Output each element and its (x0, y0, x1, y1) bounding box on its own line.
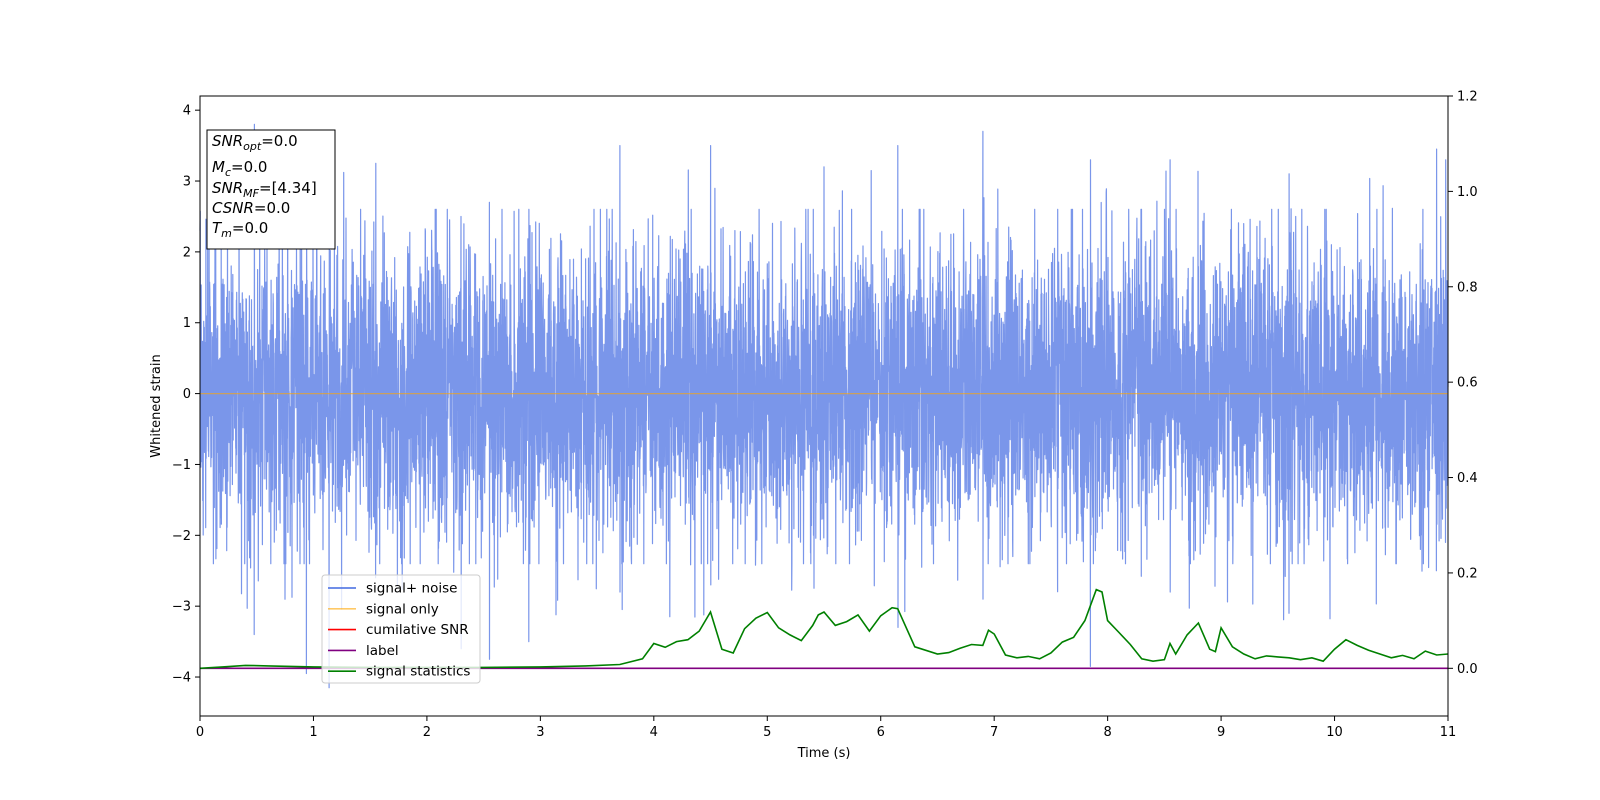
y-tick-label: 4 (183, 104, 191, 119)
annotation-frame (206, 129, 336, 250)
legend-label: label (366, 643, 399, 659)
noise-layer (199, 123, 1449, 689)
annotation-line: Mc=0.0 (212, 158, 267, 179)
legend-frame (321, 574, 481, 684)
legend-label: signal+ noise (366, 581, 457, 597)
y-tick-label: −1 (172, 458, 191, 473)
y-tick-label: −2 (172, 529, 191, 544)
x-tick-label: 2 (423, 725, 431, 740)
x-tick-label: 6 (877, 725, 885, 740)
y-tick-label: −4 (172, 671, 191, 686)
y2-tick-label: 0.2 (1457, 566, 1478, 581)
x-tick-label: 8 (1103, 725, 1111, 740)
x-axis-label: Time (s) (797, 746, 851, 761)
x-tick-label: 4 (650, 725, 658, 740)
x-tick-label: 5 (763, 725, 771, 740)
annotation-line: CSNR=0.0 (212, 199, 290, 217)
series-signal-statistics (199, 588, 1449, 670)
y-tick-label: 0 (183, 387, 191, 402)
y-tick-label: 2 (183, 245, 191, 260)
y-axis-right: 0.0 0.2 0.4 0.6 0.8 1.0 1.2 (1448, 90, 1478, 677)
y-axis-left: −4 −3 −2 −1 0 1 2 3 4 (172, 104, 200, 686)
legend-label: signal statistics (366, 664, 470, 680)
x-tick-label: 7 (990, 725, 998, 740)
x-axis: 0 1 2 3 4 5 6 7 8 9 10 11 (196, 716, 1456, 740)
x-tick-label: 10 (1326, 725, 1343, 740)
legend-label: cumilative SNR (366, 622, 469, 638)
annotation-line: SNRMF=[4.34] (212, 179, 317, 200)
x-tick-label: 9 (1217, 725, 1225, 740)
y-tick-label: 1 (183, 316, 191, 331)
y-tick-label: 3 (183, 175, 191, 190)
x-tick-label: 11 (1440, 725, 1457, 740)
y2-tick-label: 1.0 (1457, 185, 1478, 200)
plot-frame (199, 95, 1449, 717)
annotation-line: SNRopt=0.0 (212, 132, 298, 153)
x-tick-label: 0 (196, 725, 204, 740)
y2-tick-label: 0.8 (1457, 280, 1478, 295)
legend: signal+ noise signal only cumilative SNR la… (321, 574, 481, 684)
series-signal-noise (199, 123, 1449, 689)
y-tick-label: −3 (172, 600, 191, 615)
legend-label: signal only (366, 601, 439, 617)
y2-tick-label: 1.2 (1457, 90, 1478, 105)
y2-tick-label: 0.6 (1457, 376, 1478, 391)
y-axis-label: Whitened strain (149, 354, 164, 457)
x-tick-label: 1 (309, 725, 317, 740)
y2-tick-label: 0.0 (1457, 662, 1478, 677)
x-tick-label: 3 (536, 725, 544, 740)
y2-tick-label: 0.4 (1457, 471, 1478, 486)
annotation-line: Tm=0.0 (212, 219, 268, 240)
